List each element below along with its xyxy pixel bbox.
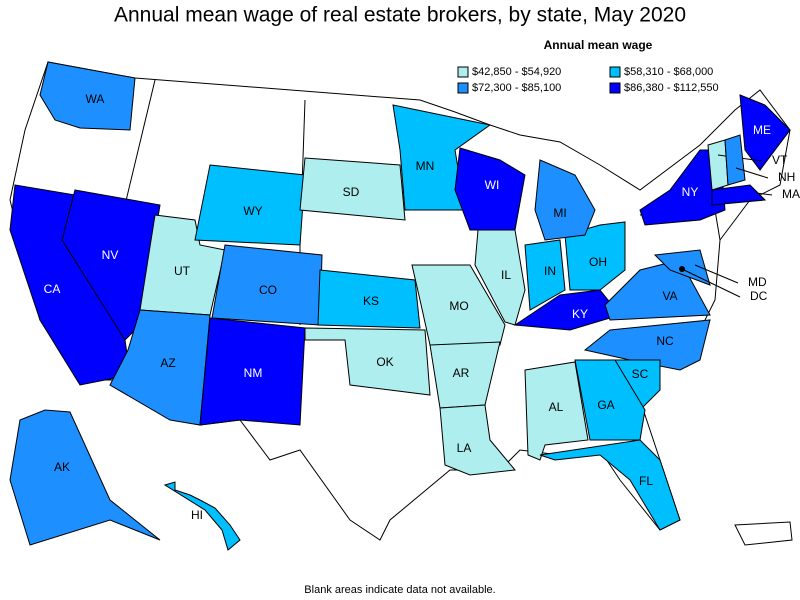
- state-label: NH: [778, 170, 795, 184]
- state-label: NV: [102, 248, 119, 262]
- state-label: SD: [343, 185, 360, 199]
- state-label: NC: [656, 334, 674, 348]
- state-label: NY: [682, 185, 699, 199]
- state-label: AR: [453, 366, 470, 380]
- state-label: DC: [750, 289, 768, 303]
- state-label: WI: [485, 178, 500, 192]
- state-label: VA: [662, 289, 677, 303]
- leader-line: [681, 268, 741, 298]
- footnote: Blank areas indicate data not available.: [304, 584, 495, 596]
- state: [109, 309, 211, 426]
- state: [724, 134, 746, 186]
- state-label: AL: [549, 400, 564, 414]
- state: [304, 327, 431, 396]
- state: [564, 221, 626, 291]
- state-label: WY: [243, 204, 262, 218]
- legend-label: $72,300 - $85,100: [472, 82, 561, 94]
- state-label: MO: [449, 299, 468, 313]
- state-label: KY: [572, 307, 588, 321]
- leader-line: [755, 192, 773, 196]
- state-label: SC: [632, 367, 649, 381]
- legend-swatch: [457, 66, 469, 78]
- state: [411, 264, 506, 346]
- state-label: ME: [753, 123, 771, 137]
- state-label: AK: [54, 460, 70, 474]
- state-label: OH: [589, 255, 607, 269]
- state-label: WA: [86, 92, 105, 106]
- leader-line: [694, 264, 739, 284]
- state: [534, 159, 596, 241]
- leader-line: [735, 167, 769, 179]
- state-label: MD: [748, 275, 767, 289]
- puerto-rico: [734, 521, 793, 546]
- state-label: AZ: [160, 356, 175, 370]
- state: [194, 164, 306, 246]
- state-label: MN: [416, 159, 435, 173]
- state: [574, 359, 646, 441]
- state-label: MA: [782, 187, 800, 201]
- state: [524, 361, 589, 461]
- legend-label: $58,310 - $68,000: [624, 66, 713, 78]
- legend-label: $42,850 - $54,920: [472, 66, 561, 78]
- state: [524, 239, 566, 311]
- state-label: LA: [457, 441, 472, 455]
- state-label: KS: [363, 294, 379, 308]
- state-label: MI: [553, 206, 566, 220]
- state-label: FL: [639, 474, 653, 488]
- legend-swatch: [457, 82, 469, 94]
- state: [299, 157, 406, 221]
- state: [9, 409, 161, 546]
- state: [739, 94, 791, 171]
- state: [711, 184, 767, 206]
- legend-label: $86,380 - $112,550: [624, 82, 719, 94]
- state-label: IL: [501, 268, 511, 282]
- state: [39, 61, 136, 131]
- state: [439, 404, 516, 476]
- state-label: VT: [772, 153, 788, 167]
- state-label: NM: [244, 366, 263, 380]
- state: [539, 439, 681, 531]
- state-label: HI: [191, 508, 203, 522]
- map-title: Annual mean wage of real estate brokers,…: [114, 4, 686, 27]
- state-label: GA: [597, 398, 614, 412]
- state-label: OK: [376, 355, 393, 369]
- legend-title: Annual mean wage: [544, 38, 653, 52]
- state-label: CO: [259, 283, 277, 297]
- state: [317, 269, 421, 329]
- border: [124, 79, 156, 206]
- state: [199, 317, 306, 426]
- state: [61, 189, 161, 341]
- state-label: UT: [174, 264, 191, 278]
- state-label: IN: [544, 264, 556, 278]
- legend-swatch: [609, 66, 621, 78]
- state: [163, 481, 241, 551]
- state-label: CA: [44, 282, 61, 296]
- legend-swatch: [609, 82, 621, 94]
